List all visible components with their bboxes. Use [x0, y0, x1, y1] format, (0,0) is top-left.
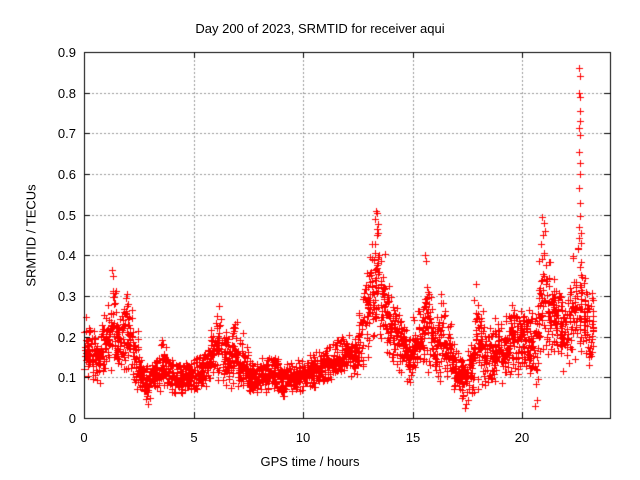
y-axis-label: SRMTID / TECUs — [23, 184, 39, 287]
x-axis-label: GPS time / hours — [260, 454, 360, 469]
x-tick-label: 10 — [295, 430, 311, 445]
y-tick-label: 0.1 — [57, 370, 76, 385]
y-tick-label: 0.3 — [57, 289, 76, 304]
y-tick-label: 0.4 — [57, 248, 76, 263]
y-tick-label: 0.8 — [57, 86, 76, 101]
chart-title: Day 200 of 2023, SRMTID for receiver aqu… — [195, 21, 445, 36]
x-tick-label: 0 — [80, 430, 88, 445]
y-tick-label: 0.5 — [57, 208, 76, 223]
y-tick-label: 0.7 — [57, 126, 76, 141]
y-tick-label: 0 — [68, 411, 76, 426]
x-tick-label: 15 — [405, 430, 421, 445]
y-tick-label: 0.2 — [57, 330, 76, 345]
x-tick-label: 20 — [514, 430, 530, 445]
y-tick-label: 0.9 — [57, 45, 76, 60]
y-tick-label: 0.6 — [57, 167, 76, 182]
x-tick-label: 5 — [190, 430, 198, 445]
